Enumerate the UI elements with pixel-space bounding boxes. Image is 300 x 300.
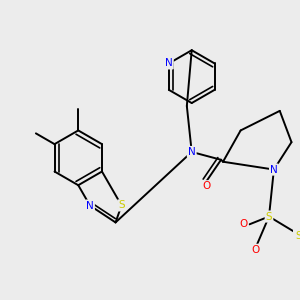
Text: N: N <box>270 165 278 175</box>
Text: N: N <box>86 200 94 211</box>
Text: O: O <box>251 245 260 255</box>
Text: O: O <box>239 219 248 229</box>
Text: S: S <box>266 212 272 221</box>
Text: S: S <box>295 230 300 241</box>
Text: S: S <box>118 200 125 210</box>
Text: O: O <box>202 181 211 191</box>
Text: N: N <box>165 58 173 68</box>
Text: N: N <box>188 147 196 157</box>
